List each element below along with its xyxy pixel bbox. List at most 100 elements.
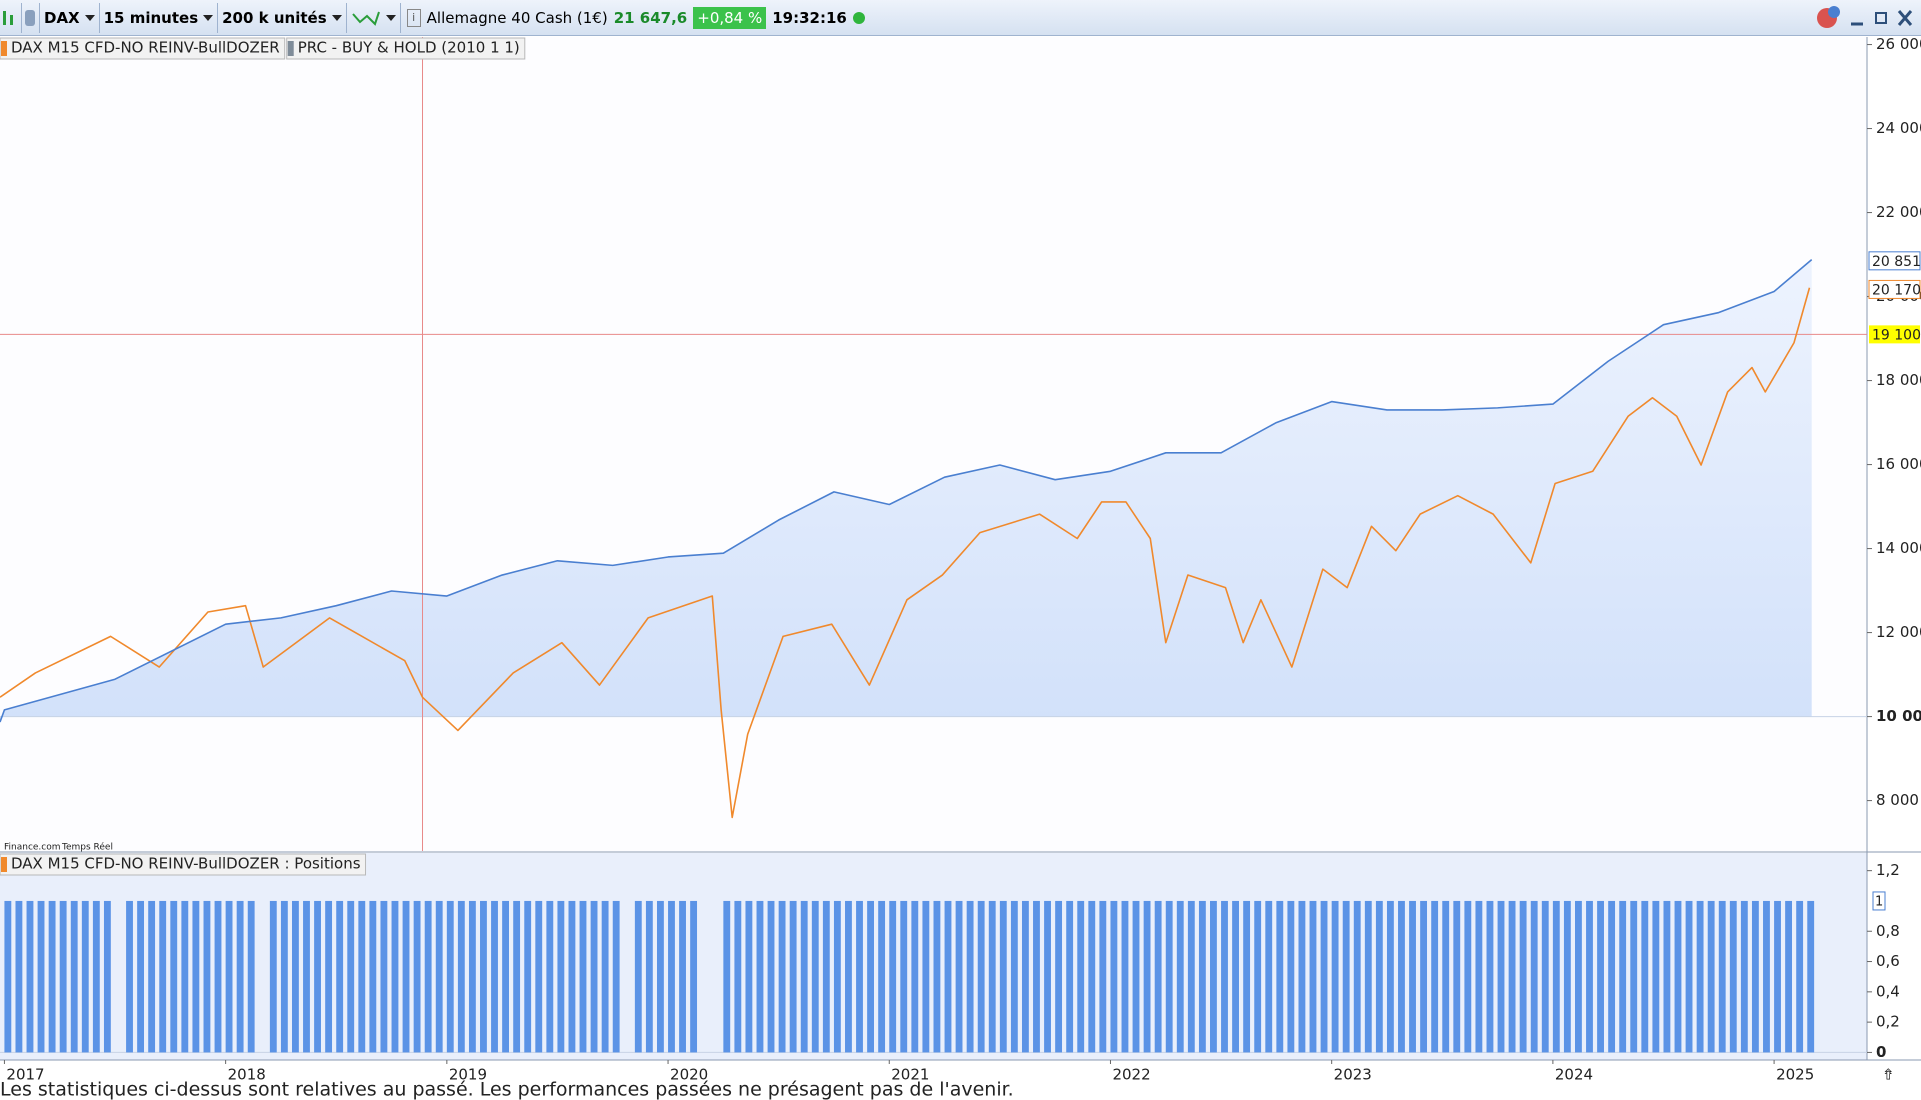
x-tick-label: 2020 <box>670 1066 708 1084</box>
position-bar <box>690 900 698 1053</box>
position-bar <box>468 900 476 1053</box>
position-bar <box>1033 900 1040 1053</box>
position-bar <box>513 900 521 1053</box>
scroll-icon[interactable]: ⇮ <box>1882 1066 1895 1084</box>
position-bar <box>1807 900 1815 1053</box>
x-tick-label: 2025 <box>1776 1066 1814 1084</box>
position-bar <box>1774 900 1781 1053</box>
position-bar <box>999 900 1007 1053</box>
position-bar <box>1342 900 1350 1053</box>
position-bar <box>1409 900 1416 1053</box>
y-tick-label: 8 000 <box>1876 791 1919 809</box>
position-bar <box>1563 900 1571 1053</box>
y-tick-label: 0,8 <box>1876 922 1900 940</box>
position-bar <box>1353 900 1361 1053</box>
position-bar <box>1453 900 1461 1053</box>
position-bar <box>977 900 985 1053</box>
position-bar <box>1287 900 1295 1053</box>
x-tick-label: 2022 <box>1112 1066 1150 1084</box>
position-bar <box>811 900 819 1053</box>
position-bar <box>1364 900 1372 1053</box>
position-bar <box>911 900 919 1053</box>
position-bar <box>280 900 288 1053</box>
position-bar <box>214 900 222 1053</box>
position-bar <box>900 900 908 1053</box>
y-tick-label: 26 000 <box>1876 35 1921 53</box>
position-bar <box>679 900 686 1053</box>
position-bar <box>203 900 211 1053</box>
position-bar <box>767 900 775 1053</box>
restore[interactable] <box>1873 8 1889 28</box>
position-bar <box>1187 900 1195 1053</box>
y-tick-label: 0,4 <box>1876 982 1900 1000</box>
position-bar <box>1132 900 1140 1053</box>
position-bar <box>845 900 852 1053</box>
position-bar <box>756 900 764 1053</box>
position-bar <box>1707 900 1715 1053</box>
value-marker-label: 1 <box>1875 894 1883 909</box>
position-bar <box>988 900 996 1053</box>
position-bar <box>347 900 355 1053</box>
icon <box>25 9 35 26</box>
legend-label: DAX M15 CFD-NO REINV-BullDOZER <box>11 39 280 57</box>
legend-item: DAX M15 CFD-NO REINV-BullDOZER <box>0 37 286 60</box>
position-bar <box>590 900 598 1053</box>
position-bar <box>402 900 410 1053</box>
y-tick-label: 0 <box>1876 1043 1886 1061</box>
position-bar <box>656 900 664 1053</box>
y-tick-label: 16 000 <box>1876 455 1921 473</box>
legend-label: PRC - BUY & HOLD (2010 1 1) <box>298 39 520 57</box>
position-bar <box>800 900 808 1053</box>
position-bar <box>878 900 886 1053</box>
symbol-select[interactable]: DAX <box>40 2 100 33</box>
timeframe-select[interactable]: 15 minutes <box>100 2 219 33</box>
quantity-select[interactable]: 200 k unités <box>218 2 347 33</box>
chart-icon[interactable] <box>0 2 22 33</box>
legend-box <box>0 853 367 876</box>
position-bar <box>457 900 465 1053</box>
position-bar <box>148 900 156 1053</box>
position-bar <box>247 900 255 1053</box>
position-bar <box>103 900 111 1053</box>
position-bar <box>966 900 974 1053</box>
position-bar <box>612 900 620 1053</box>
position-bar <box>159 900 167 1053</box>
watermark-mode: Temps Réel <box>61 842 113 853</box>
y-tick-label: 0,6 <box>1876 952 1900 970</box>
position-bar <box>856 900 863 1053</box>
last-price: 21 647,6 <box>613 8 688 27</box>
lock-icon[interactable] <box>22 2 40 33</box>
x-tick-label: 2019 <box>449 1066 487 1084</box>
toolbar: DAX 15 minutes 200 k unités i Allemagne … <box>0 0 1921 36</box>
position-bar <box>1165 900 1173 1053</box>
position-bar <box>1176 900 1184 1053</box>
legend-item: PRC - BUY & HOLD (2010 1 1) <box>286 37 526 60</box>
position-bar <box>568 900 576 1053</box>
watermark-source: Finance.com <box>4 843 61 853</box>
x-tick-label: 2021 <box>891 1066 929 1084</box>
legend-swatch <box>287 41 294 56</box>
position-bar <box>645 900 653 1053</box>
position-bar <box>1785 900 1793 1053</box>
position-bar <box>1442 900 1450 1053</box>
info-icon[interactable]: i <box>406 8 421 27</box>
y-tick-label: 0,2 <box>1876 1013 1900 1031</box>
position-bar <box>944 900 952 1053</box>
close[interactable] <box>1897 8 1913 28</box>
x-tick-label: 2018 <box>228 1066 266 1084</box>
position-bar <box>734 900 742 1053</box>
position-bar <box>269 900 277 1053</box>
y-tick-label: 14 000 <box>1876 539 1921 557</box>
position-bar <box>1055 900 1063 1053</box>
position-bar <box>1121 900 1129 1053</box>
position-bar <box>668 900 675 1053</box>
position-bar <box>126 900 133 1053</box>
position-bar <box>1077 900 1085 1053</box>
chart-type-select[interactable] <box>347 2 401 33</box>
y-tick-label: 10 000 <box>1876 707 1921 725</box>
alert-icon[interactable] <box>1815 4 1841 32</box>
legend-swatch <box>1 857 7 872</box>
position-bar <box>1298 900 1306 1053</box>
minimize[interactable] <box>1849 8 1865 28</box>
